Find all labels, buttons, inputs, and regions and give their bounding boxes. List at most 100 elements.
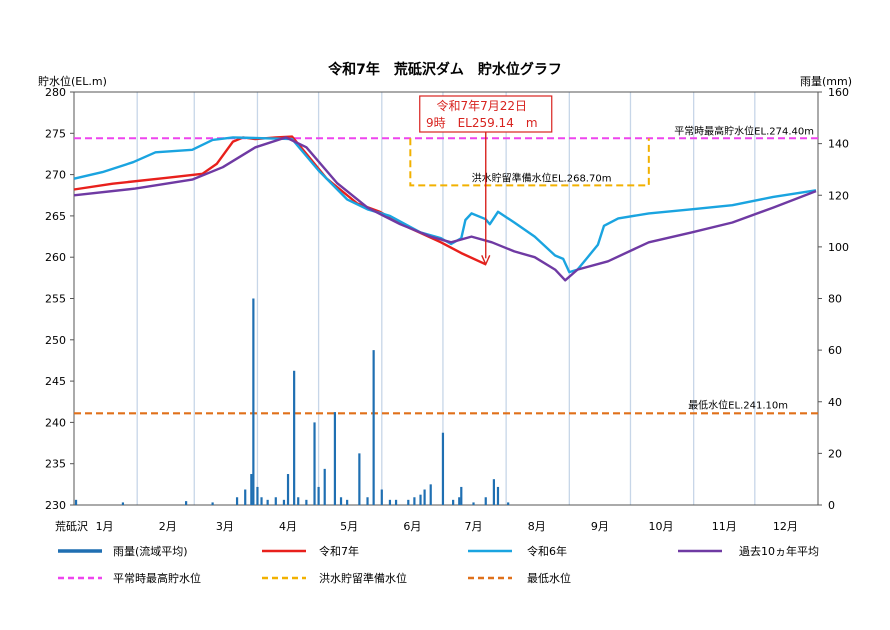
month-label: 4月 (279, 520, 297, 533)
right-axis-label: 雨量(mm) (800, 75, 852, 88)
rain-bar (507, 502, 510, 505)
rain-bar (256, 486, 259, 505)
rain-bar (286, 474, 290, 505)
rain-bar (74, 499, 78, 505)
rain-bar (372, 350, 375, 505)
rain-bar (380, 489, 383, 505)
right-tick-label: 0 (828, 499, 835, 512)
rain-bar (346, 499, 349, 505)
month-label: 7月 (465, 520, 483, 533)
left-tick-label: 245 (45, 375, 66, 388)
rain-bar (317, 486, 320, 505)
rain-bar (492, 479, 496, 505)
month-label: 12月 (773, 520, 798, 533)
left-tick-label: 280 (45, 86, 66, 99)
rain-bar (323, 468, 326, 505)
annotation-line1: 令和7年7月22日 (436, 98, 527, 113)
rain-bar (388, 499, 392, 505)
legend-label: 平常時最高貯水位 (113, 571, 201, 585)
rain-bar (452, 499, 455, 505)
month-label: 8月 (528, 520, 546, 533)
right-tick-label: 120 (828, 189, 849, 202)
rain-bar (366, 497, 369, 505)
rain-bar (496, 486, 500, 505)
left-tick-label: 275 (45, 127, 66, 140)
series-line (73, 135, 487, 266)
right-tick-label: 60 (828, 344, 842, 357)
rain-bar (358, 453, 361, 505)
rain-bar (458, 497, 461, 505)
month-label: 11月 (712, 520, 737, 533)
legend-label: 最低水位 (527, 571, 571, 585)
rain-bar (394, 499, 398, 505)
left-tick-label: 250 (45, 334, 66, 347)
rain-bar (297, 497, 300, 505)
month-label: 6月 (403, 520, 421, 533)
rain-bar (460, 486, 463, 505)
month-label: 9月 (591, 520, 609, 533)
rain-bar (305, 499, 308, 505)
left-tick-label: 270 (45, 169, 66, 182)
legend-label: 過去10ヵ年平均 (739, 544, 819, 558)
month-label: 10月 (649, 520, 674, 533)
right-tick-label: 80 (828, 293, 842, 306)
month-label: 1月 (96, 520, 114, 533)
rainfall-bars (74, 298, 510, 505)
left-tick-label: 230 (45, 499, 66, 512)
annotation-box (419, 95, 553, 133)
left-tick-label: 260 (45, 251, 66, 264)
month-label: 2月 (159, 520, 177, 533)
rain-bar (185, 501, 188, 505)
month-label: 3月 (216, 520, 234, 533)
plot-frame (73, 91, 819, 506)
legend-label: 令和6年 (527, 544, 567, 558)
rain-bar (407, 499, 410, 505)
right-tick-label: 40 (828, 396, 842, 409)
right-tick-label: 100 (828, 241, 849, 254)
rain-bar (293, 370, 296, 505)
reference-lines: 平常時最高貯水位EL.274.40m 洪水貯留準備水位EL.268.70m 最低水位… (74, 124, 818, 415)
flood-prep-level-label: 洪水貯留準備水位EL.268.70m (472, 171, 612, 184)
left-tick-label: 240 (45, 416, 66, 429)
rain-bar (472, 502, 475, 505)
month-label: 5月 (340, 520, 358, 533)
rain-bar (423, 489, 426, 505)
left-tick-label: 255 (45, 293, 66, 306)
chart-title: 令和7年 荒砥沢ダム 貯水位グラフ (327, 61, 562, 78)
rain-bar (339, 497, 343, 505)
rain-bar (313, 422, 316, 505)
rain-bar (235, 497, 239, 505)
annotation-line2: 9時 EL259.14 m (426, 116, 538, 130)
rain-bar (274, 497, 277, 505)
left-tick-label: 235 (45, 458, 66, 471)
right-tick-label: 140 (828, 138, 849, 151)
axis-ticks: 230 235 240 245 250 255 260 265 270 275 280 0 20 40 60… (45, 86, 849, 533)
flood-prep-level-line (409, 138, 650, 187)
date-annotation: 令和7年7月22日 9時 EL259.14 m (419, 95, 553, 267)
rain-bar (441, 432, 445, 505)
legend-label: 令和7年 (319, 544, 359, 558)
rain-bar (250, 474, 253, 505)
x-axis-label: 荒砥沢 (55, 519, 88, 533)
left-tick-label: 265 (45, 210, 66, 223)
rain-bar (121, 502, 125, 505)
series-line (73, 136, 817, 274)
annotation-arrowhead (481, 255, 491, 267)
rain-bar (429, 484, 432, 505)
normal-max-level-label: 平常時最高貯水位EL.274.40m (674, 124, 814, 137)
level-series (73, 135, 817, 282)
rain-bar (211, 502, 214, 505)
rain-bar (419, 494, 422, 505)
right-tick-label: 20 (828, 447, 842, 460)
rain-bar (484, 497, 487, 505)
minimum-level-label: 最低水位EL.241.10m (688, 398, 788, 411)
legend-label: 雨量(流域平均) (113, 544, 188, 558)
rain-bar (282, 499, 286, 505)
series-line (73, 136, 817, 282)
rain-bar (244, 489, 247, 505)
left-axis-label: 貯水位(EL.m) (38, 74, 107, 88)
rain-bar (260, 497, 263, 505)
month-gridlines (136, 92, 756, 505)
